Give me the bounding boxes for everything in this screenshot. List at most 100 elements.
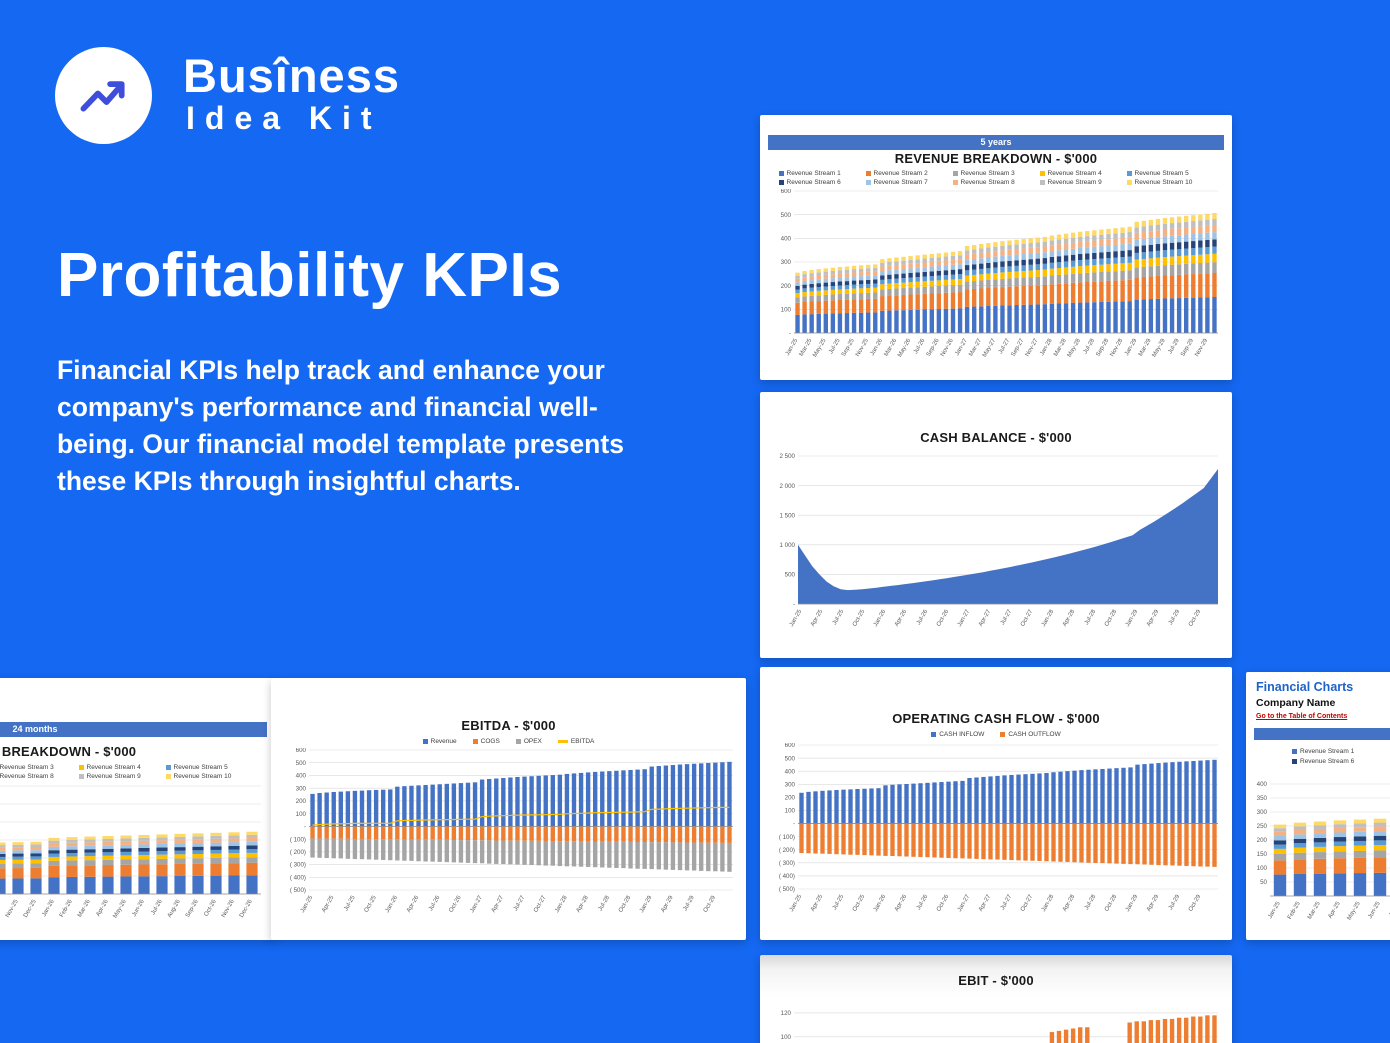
svg-text:Apr-26: Apr-26 <box>894 608 909 627</box>
stacked-bars <box>1273 818 1387 896</box>
legend-swatch-icon <box>1292 759 1297 764</box>
svg-text:Oct-26: Oct-26 <box>936 608 951 627</box>
svg-text:2 000: 2 000 <box>780 483 796 490</box>
legend-item: Revenue Stream 5 <box>165 764 253 771</box>
svg-text:Aug-26: Aug-26 <box>167 898 182 918</box>
legend-swatch-icon <box>422 739 428 744</box>
bars-opex <box>310 838 732 872</box>
legend-item: Revenue Stream 8 <box>952 179 1040 186</box>
svg-text:Jan-29: Jan-29 <box>1124 337 1139 356</box>
card-financial-charts-panel: Financial Charts Company Name Go to the … <box>1246 672 1390 940</box>
stacked-bars <box>795 213 1217 333</box>
svg-text:Jul-29: Jul-29 <box>1167 337 1181 355</box>
legend-label: CASH INFLOW <box>939 731 985 738</box>
chart-plot: 600 500 400 300 200 100- Jan-25 Mar-25 May-25 Jul… <box>768 189 1224 373</box>
svg-text:Sep-26: Sep-26 <box>185 898 200 918</box>
svg-text:( 100): ( 100) <box>290 836 306 843</box>
svg-text:Oct-28: Oct-28 <box>1104 893 1119 912</box>
stacked-bars <box>0 831 258 894</box>
svg-text:Jan-27: Jan-27 <box>957 893 972 912</box>
bars-revenue <box>310 761 732 827</box>
svg-text:Jul-26: Jul-26 <box>428 894 442 912</box>
svg-text:Apr-28: Apr-28 <box>1062 893 1077 912</box>
card-revenue-breakdown-24m: 24 months REVENUE BREAKDOWN - $'000 Reve… <box>0 678 275 940</box>
legend-label: Revenue <box>430 738 457 745</box>
svg-text:Apr-29: Apr-29 <box>1146 893 1161 912</box>
svg-text:Jan-28: Jan-28 <box>1039 337 1054 356</box>
svg-text:500: 500 <box>785 755 796 762</box>
svg-text:Oct-27: Oct-27 <box>1020 893 1035 912</box>
chart-plot: 600 500 400 300 200 100 - ( 100) ( 200) ( 300) ( 4… <box>279 748 739 932</box>
svg-text:2 500: 2 500 <box>780 453 796 460</box>
area-series <box>798 469 1218 604</box>
svg-text:1 000: 1 000 <box>780 542 796 549</box>
chart-title: EBITDA - $'000 <box>461 718 556 733</box>
svg-text:Jul-29: Jul-29 <box>1168 893 1182 911</box>
svg-text:Jan-28: Jan-28 <box>1041 608 1056 627</box>
legend-label: Revenue Stream 9 <box>86 773 141 780</box>
legend-item: OPEX <box>515 738 542 745</box>
legend-swatch-icon <box>952 180 958 185</box>
svg-text:Jan-26: Jan-26 <box>870 337 885 356</box>
legend-item: Revenue Stream 9 <box>78 773 166 780</box>
svg-text:Oct-29: Oct-29 <box>1188 608 1203 627</box>
legend-item: Revenue Stream 10 <box>1126 179 1214 186</box>
svg-text:Nov-25: Nov-25 <box>5 898 20 918</box>
svg-text:Jul-27: Jul-27 <box>513 894 527 912</box>
legend-swatch-icon <box>1039 171 1045 176</box>
svg-text:Sep-27: Sep-27 <box>1011 337 1026 357</box>
svg-text:Oct-26: Oct-26 <box>448 894 463 913</box>
svg-text:Jan-25: Jan-25 <box>1267 900 1282 919</box>
chart-legend: CASH INFLOW CASH OUTFLOW <box>760 731 1232 738</box>
svg-text:Mar-29: Mar-29 <box>1138 337 1153 357</box>
svg-text:500: 500 <box>785 572 796 579</box>
legend-swatch-icon <box>1292 749 1297 754</box>
svg-text:Jul-25: Jul-25 <box>343 894 357 912</box>
svg-text:200: 200 <box>1257 837 1268 844</box>
svg-text:Jan-26: Jan-26 <box>873 893 888 912</box>
svg-text:100: 100 <box>296 811 307 818</box>
legend-label: EBITDA <box>570 738 595 745</box>
legend-item: Revenue Stream 4 <box>78 764 166 771</box>
svg-text:Sep-25: Sep-25 <box>841 337 856 357</box>
svg-text:Mar-26: Mar-26 <box>77 898 92 918</box>
svg-text:400: 400 <box>785 768 796 775</box>
svg-text:Mar-25: Mar-25 <box>1307 900 1322 920</box>
svg-text:400: 400 <box>1257 781 1268 788</box>
svg-text:Jul-25: Jul-25 <box>832 893 846 911</box>
svg-text:Oct-25: Oct-25 <box>0 898 2 917</box>
svg-text:Jul-25: Jul-25 <box>832 608 846 626</box>
svg-text:Nov-29: Nov-29 <box>1194 337 1209 357</box>
svg-text:Dec-26: Dec-26 <box>239 898 254 918</box>
svg-text:Apr-29: Apr-29 <box>660 894 675 913</box>
svg-text:Jul-27: Jul-27 <box>998 337 1012 355</box>
svg-text:Jan-27: Jan-27 <box>954 337 969 356</box>
table-of-contents-link[interactable]: Go to the Table of Contents <box>1256 713 1348 720</box>
bars-cash-inflow <box>799 759 1217 824</box>
legend-label: Revenue Stream 4 <box>1047 170 1102 177</box>
legend-swatch-icon <box>78 765 84 770</box>
svg-text:May-26: May-26 <box>113 898 129 919</box>
svg-text:Dec-25: Dec-25 <box>23 898 38 918</box>
svg-text:Jul-27: Jul-27 <box>1000 608 1014 626</box>
legend-swatch-icon <box>931 732 937 737</box>
svg-text:Jul-27: Jul-27 <box>1000 893 1014 911</box>
legend-label: Revenue Stream 5 <box>173 764 228 771</box>
svg-text:400: 400 <box>296 773 307 780</box>
legend-item: Revenue Stream 1 <box>1292 748 1390 755</box>
svg-text:Jul-26: Jul-26 <box>916 608 930 626</box>
svg-text:Oct-28: Oct-28 <box>618 894 633 913</box>
svg-text:Mar-26: Mar-26 <box>884 337 899 357</box>
svg-text:Sep-29: Sep-29 <box>1180 337 1195 357</box>
svg-text:Oct-25: Oct-25 <box>852 608 867 627</box>
legend-label: Revenue Stream 10 <box>173 773 232 780</box>
legend-swatch-icon <box>78 774 84 779</box>
legend-swatch-icon <box>557 740 568 743</box>
svg-text:Apr-25: Apr-25 <box>810 893 825 912</box>
svg-text:Nov-25: Nov-25 <box>855 337 870 357</box>
svg-text:Jan-26: Jan-26 <box>873 608 888 627</box>
svg-text:Jul-28: Jul-28 <box>1083 337 1097 355</box>
svg-text:Apr-25: Apr-25 <box>321 894 336 913</box>
